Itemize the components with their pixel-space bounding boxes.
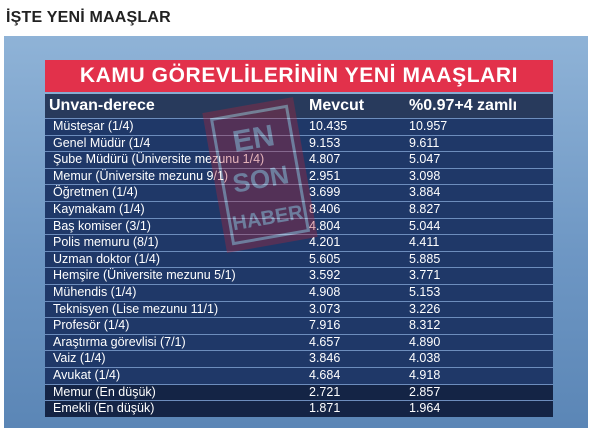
cell-current: 4.908 <box>309 284 341 299</box>
cell-current: 7.916 <box>309 318 341 333</box>
cell-title: Mühendis (1/4) <box>53 284 137 299</box>
cell-raised: 3.098 <box>409 168 441 183</box>
cell-raised: 3.884 <box>409 185 441 200</box>
cell-current: 4.684 <box>309 367 341 382</box>
cell-raised: 5.044 <box>409 218 441 233</box>
cell-current: 3.846 <box>309 351 341 366</box>
cell-raised: 2.857 <box>409 384 441 399</box>
table-row: Teknisyen (Lise mezunu 11/1) 3.073 3.226 <box>45 300 553 318</box>
table-header-row: Unvan-derece Mevcut %0.97+4 zamlı <box>45 94 553 118</box>
cell-raised: 4.038 <box>409 351 441 366</box>
cell-raised: 5.047 <box>409 152 441 167</box>
table-row: Memur (En düşük) 2.721 2.857 <box>45 383 553 401</box>
cell-raised: 3.771 <box>409 268 441 283</box>
table-row: Araştırma görevlisi (7/1) 4.657 4.890 <box>45 333 553 351</box>
cell-raised: 9.611 <box>409 135 440 150</box>
cell-title: Vaiz (1/4) <box>53 351 106 366</box>
table-row: Mühendis (1/4) 4.908 5.153 <box>45 283 553 301</box>
header-title: Unvan-derece <box>49 97 155 114</box>
table-row: Memur (Üniversite mezunu 9/1) 2.951 3.098 <box>45 167 553 185</box>
table-body: Müsteşar (1/4) 10.435 10.957 Genel Müdür (1… <box>45 118 553 417</box>
table-row: Kaymakam (1/4) 8.406 8.827 <box>45 200 553 218</box>
cell-current: 5.605 <box>309 251 341 266</box>
table-row: Hemşire (Üniversite mezunu 5/1) 3.592 3.77… <box>45 267 553 284</box>
table-row: Müsteşar (1/4) 10.435 10.957 <box>45 118 553 135</box>
cell-title: Emekli (En düşük) <box>53 401 155 416</box>
header-current: Mevcut <box>309 97 365 114</box>
cell-current: 4.201 <box>309 235 341 250</box>
cell-raised: 4.411 <box>409 235 440 250</box>
cell-title: Avukat (1/4) <box>53 367 121 382</box>
table-row: Uzman doktor (1/4) 5.605 5.885 <box>45 250 553 268</box>
cell-title: Uzman doktor (1/4) <box>53 251 160 266</box>
cell-raised: 10.957 <box>409 119 448 133</box>
cell-raised: 5.153 <box>409 284 441 299</box>
cell-raised: 5.885 <box>409 251 441 266</box>
cell-title: Polis memuru (8/1) <box>53 235 159 250</box>
cell-title: Memur (En düşük) <box>53 384 156 399</box>
cell-current: 3.592 <box>309 268 341 283</box>
table-row: Şube Müdürü (Üniversite mezunu 1/4) 4.807… <box>45 151 553 168</box>
cell-title: Genel Müdür (1/4 <box>53 135 151 150</box>
cell-title: Hemşire (Üniversite mezunu 5/1) <box>53 268 236 283</box>
cell-title: Memur (Üniversite mezunu 9/1) <box>53 168 229 183</box>
cell-title: Teknisyen (Lise mezunu 11/1) <box>53 301 219 316</box>
cell-raised: 4.890 <box>409 334 441 349</box>
cell-raised: 4.918 <box>409 367 441 382</box>
table-row: Öğretmen (1/4) 3.699 3.884 <box>45 184 553 201</box>
cell-current: 2.951 <box>309 168 341 183</box>
cell-current: 2.721 <box>309 384 341 399</box>
table-row: Emekli (En düşük) 1.871 1.964 <box>45 400 553 417</box>
cell-title: Müsteşar (1/4) <box>53 119 134 133</box>
cell-title: Kaymakam (1/4) <box>53 201 145 216</box>
header-raised: %0.97+4 zamlı <box>409 97 518 114</box>
cell-title: Profesör (1/4) <box>53 318 130 333</box>
cell-current: 4.807 <box>309 152 341 167</box>
cell-raised: 8.312 <box>409 318 441 333</box>
cell-raised: 3.226 <box>409 301 441 316</box>
table-row: Vaiz (1/4) 3.846 4.038 <box>45 350 553 367</box>
cell-title: Araştırma görevlisi (7/1) <box>53 334 186 349</box>
cell-current: 9.153 <box>309 135 341 150</box>
cell-current: 1.871 <box>309 401 341 416</box>
cell-current: 3.699 <box>309 185 341 200</box>
table-row: Genel Müdür (1/4 9.153 9.611 <box>45 134 553 152</box>
cell-current: 4.657 <box>309 334 341 349</box>
table-row: Polis memuru (8/1) 4.201 4.411 <box>45 234 553 251</box>
cell-current: 3.073 <box>309 301 341 316</box>
table-row: Avukat (1/4) 4.684 4.918 <box>45 366 553 384</box>
salary-table: KAMU GÖREVLİLERİNİN YENİ MAAŞLARI Unvan-… <box>45 60 553 417</box>
table-row: Baş komiser (3/1) 4.804 5.044 <box>45 217 553 235</box>
page-heading: İŞTE YENİ MAAŞLAR <box>6 9 171 26</box>
cell-current: 10.435 <box>309 119 348 133</box>
table-title: KAMU GÖREVLİLERİNİN YENİ MAAŞLARI <box>45 60 553 92</box>
table-row: Profesör (1/4) 7.916 8.312 <box>45 317 553 334</box>
cell-current: 4.804 <box>309 218 341 233</box>
cell-title: Şube Müdürü (Üniversite mezunu 1/4) <box>53 152 265 167</box>
cell-current: 8.406 <box>309 201 341 216</box>
cell-raised: 1.964 <box>409 401 441 416</box>
cell-raised: 8.827 <box>409 201 441 216</box>
cell-title: Öğretmen (1/4) <box>53 185 138 200</box>
cell-title: Baş komiser (3/1) <box>53 218 151 233</box>
